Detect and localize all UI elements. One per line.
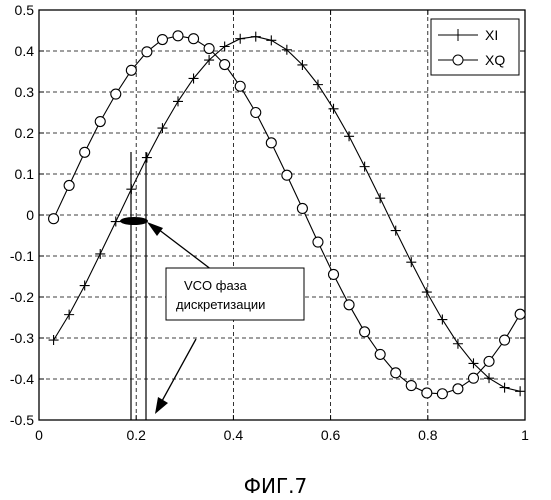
x-tick-label: 0.4 [224, 427, 244, 443]
sampling-point-marker [120, 217, 148, 225]
data-point-xq [235, 81, 245, 91]
data-point-xq [266, 138, 276, 148]
x-tick-label: 0 [35, 427, 43, 443]
annotation-box [166, 268, 304, 320]
data-point-xq [468, 373, 478, 383]
y-tick-label: 0.4 [15, 43, 35, 59]
data-point-xq [142, 47, 152, 57]
data-point-xq [173, 31, 183, 41]
y-tick-label: -0.1 [10, 248, 34, 264]
data-point-xq [375, 349, 385, 359]
legend: XI XQ [431, 19, 519, 75]
data-point-xq [49, 214, 59, 224]
legend-circle-marker [453, 55, 463, 65]
data-point-xq [515, 309, 525, 319]
data-point-xq [453, 384, 463, 394]
data-point-xq [251, 108, 261, 118]
data-point-xq [282, 170, 292, 180]
y-tick-label: 0.3 [15, 84, 35, 100]
data-point-xq [95, 117, 105, 127]
legend-label-xi: XI [485, 27, 498, 43]
data-point-xq [329, 269, 339, 279]
y-tick-label: -0.5 [10, 412, 34, 428]
data-point-xq [297, 203, 307, 213]
data-point-xq [422, 388, 432, 398]
legend-box [431, 19, 519, 75]
y-tick-label: -0.3 [10, 330, 34, 346]
data-point-xq [500, 335, 510, 345]
annotation-line-1: VCO фаза [184, 278, 248, 293]
data-point-xq [80, 147, 90, 157]
y-tick-label: -0.4 [10, 371, 34, 387]
y-tick-label: -0.2 [10, 289, 34, 305]
x-tick-label: 0.6 [321, 427, 341, 443]
data-point-xq [313, 237, 323, 247]
y-tick-label: 0.1 [15, 166, 35, 182]
chart-figure: 0 0.2 0.4 0.6 0.8 1 -0.5 -0.4 -0.3 -0.2 -0.1 0 0.1 0.… [0, 0, 551, 470]
data-point-xq [360, 327, 370, 337]
data-point-xq [344, 300, 354, 310]
figure-caption: ФИГ.7 [0, 474, 551, 498]
x-tick-label: 0.2 [126, 427, 146, 443]
y-tick-label: 0.5 [15, 2, 35, 18]
x-tick-label: 0.8 [418, 427, 438, 443]
data-point-xq [126, 65, 136, 75]
annotation-line-2: дискретизации [176, 297, 265, 312]
data-point-xq [204, 44, 214, 54]
y-tick-label: 0.2 [15, 125, 35, 141]
data-point-xq [437, 389, 447, 399]
data-point-xq [64, 180, 74, 190]
data-point-xq [391, 368, 401, 378]
data-point-xq [157, 35, 167, 45]
data-point-xq [406, 381, 416, 391]
y-tick-label: 0 [26, 207, 34, 223]
data-point-xq [484, 356, 494, 366]
legend-label-xq: XQ [485, 52, 505, 68]
data-point-xq [220, 60, 230, 70]
data-point-xq [111, 89, 121, 99]
x-tick-label: 1 [521, 427, 529, 443]
data-point-xq [189, 34, 199, 44]
